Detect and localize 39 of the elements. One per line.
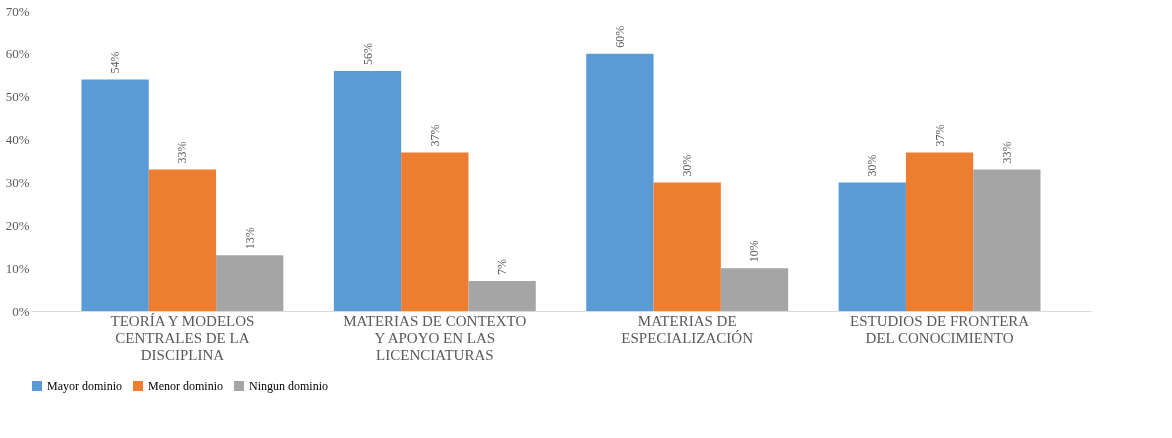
data-label: 37% <box>932 124 947 147</box>
data-label: 13% <box>242 227 257 250</box>
y-tick-label: 0% <box>12 303 30 319</box>
x-tick-label: MATERIAS DE CONTEXTO Y APOYO EN LAS LICENCIATURAS <box>343 312 527 363</box>
x-tick-label: MATERIAS DE ESPECIALIZACIÓN <box>621 312 754 346</box>
data-label: 37% <box>427 124 442 147</box>
x-tick-label: TEORÍA Y MODELOS CENTRALES DE LA DISCIPLINA <box>110 312 255 363</box>
y-tick-label: 40% <box>5 132 30 148</box>
bar <box>586 53 654 311</box>
y-tick-label: 50% <box>5 89 30 105</box>
bar <box>720 268 789 311</box>
data-label: 30% <box>865 154 880 177</box>
bar <box>148 169 217 311</box>
data-label: 54% <box>108 51 123 74</box>
bar <box>838 182 906 311</box>
legend-label: Menor dominio <box>148 379 223 393</box>
data-label: 7% <box>495 259 510 275</box>
bar <box>973 169 1041 311</box>
data-label: 33% <box>175 141 190 164</box>
bar <box>216 255 284 311</box>
data-label: 10% <box>747 240 762 263</box>
data-label: 56% <box>360 43 375 65</box>
data-label: 33% <box>999 141 1014 164</box>
data-label: 60% <box>612 25 627 48</box>
bar <box>905 152 974 311</box>
bar <box>401 152 469 311</box>
y-tick-label: 10% <box>5 260 30 276</box>
y-tick-label: 60% <box>5 46 30 62</box>
y-tick-label: 70% <box>5 3 30 19</box>
bar <box>468 281 536 311</box>
bar <box>653 182 721 311</box>
legend-label: Mayor dominio <box>47 379 122 393</box>
y-tick-label: 20% <box>5 217 30 233</box>
y-tick-label: 30% <box>5 174 30 190</box>
bar <box>81 79 149 311</box>
bar <box>333 71 402 311</box>
data-label: 30% <box>680 154 695 177</box>
x-tick-label: ESTUDIOS DE FRONTERA DEL CONOCIMIENTO <box>849 312 1030 346</box>
legend-label: Ningun dominio <box>249 379 329 393</box>
